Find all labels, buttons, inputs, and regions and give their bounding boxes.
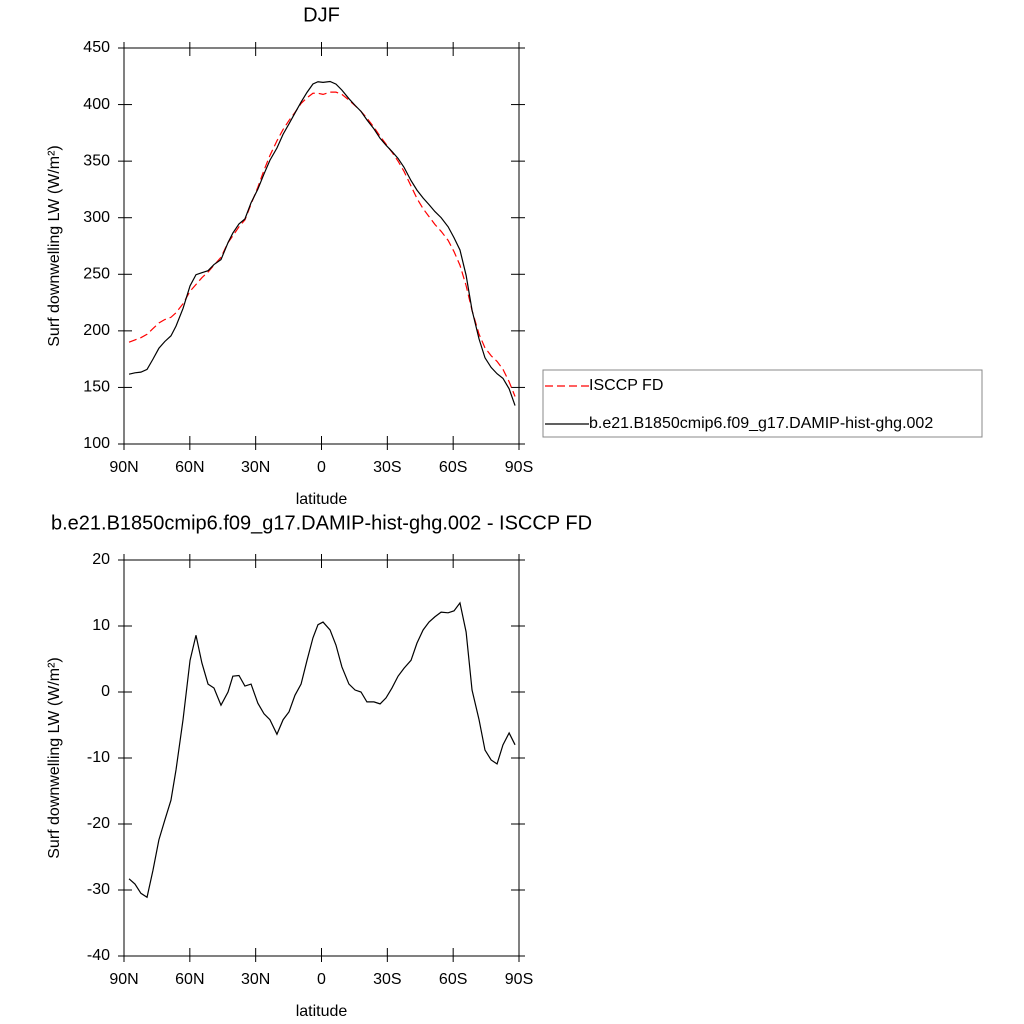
y-tick-label: 400 [83, 96, 110, 113]
x-tick-label: 60S [439, 971, 467, 988]
y-tick-label: 350 [83, 152, 110, 169]
x-tick-label: 60S [439, 459, 467, 476]
y-tick-label: 100 [83, 435, 110, 452]
y-tick-label: -30 [87, 881, 110, 898]
x-tick-label: 30S [373, 459, 401, 476]
x-axis-label: latitude [296, 1003, 348, 1020]
legend-label: b.e21.B1850cmip6.f09_g17.DAMIP-hist-ghg.… [589, 415, 933, 432]
y-tick-label: 20 [92, 551, 110, 568]
y-tick-label: 300 [83, 209, 110, 226]
legend-label: ISCCP FD [589, 377, 663, 394]
y-tick-label: -20 [87, 815, 110, 832]
x-tick-label: 90S [505, 459, 533, 476]
y-axis-label: Surf downwelling LW (W/m²) [46, 657, 63, 859]
data-line [128, 91, 516, 397]
y-tick-label: 450 [83, 39, 110, 56]
y-tick-label: -40 [87, 947, 110, 964]
x-tick-label: 90N [109, 459, 138, 476]
x-tick-label: 0 [317, 459, 326, 476]
y-tick-label: 200 [83, 322, 110, 339]
y-tick-label: 150 [83, 379, 110, 396]
x-tick-label: 90N [109, 971, 138, 988]
chart-title: b.e21.B1850cmip6.f09_g17.DAMIP-hist-ghg.… [51, 512, 592, 534]
x-tick-label: 90S [505, 971, 533, 988]
x-tick-label: 30S [373, 971, 401, 988]
y-axis-label: Surf downwelling LW (W/m²) [46, 145, 63, 347]
plot-frame [123, 47, 520, 445]
data-line [128, 601, 516, 899]
x-tick-label: 30N [241, 971, 270, 988]
x-tick-label: 30N [241, 459, 270, 476]
y-tick-label: 250 [83, 266, 110, 283]
legend-box [542, 369, 983, 438]
data-line [128, 80, 516, 406]
x-tick-label: 0 [317, 971, 326, 988]
y-tick-label: 0 [101, 683, 110, 700]
plot-frame [123, 559, 520, 957]
x-tick-label: 60N [175, 459, 204, 476]
x-tick-label: 60N [175, 971, 204, 988]
y-tick-label: 10 [92, 617, 110, 634]
y-tick-label: -10 [87, 749, 110, 766]
chart-title: DJF [303, 4, 340, 26]
x-axis-label: latitude [296, 491, 348, 508]
